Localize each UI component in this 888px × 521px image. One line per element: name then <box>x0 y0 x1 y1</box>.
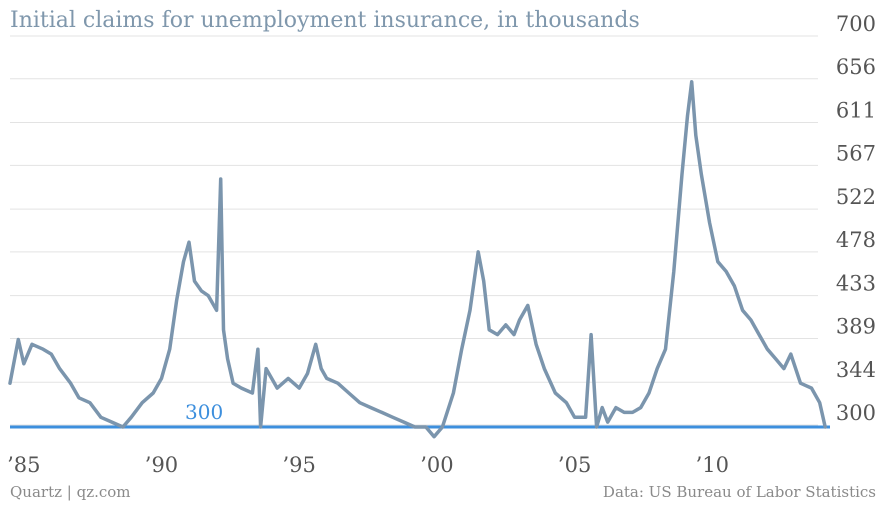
reference-line-label: 300 <box>185 400 223 424</box>
x-tick-label: ’85 <box>7 453 40 477</box>
x-tick-label: ’00 <box>420 453 453 477</box>
y-tick-label: 433 <box>836 272 876 296</box>
chart-title: Initial claims for unemployment insuranc… <box>10 8 640 33</box>
y-tick-label: 611 <box>836 99 876 123</box>
source-left: Quartz | qz.com <box>10 483 131 501</box>
y-tick-label: 700 <box>836 12 876 36</box>
x-tick-label: ’05 <box>558 453 591 477</box>
y-tick-label: 567 <box>836 141 876 165</box>
series-line-initial-claims <box>8 80 827 439</box>
gridlines <box>10 35 818 426</box>
y-tick-label: 344 <box>836 358 876 382</box>
y-tick-label: 522 <box>836 185 876 209</box>
y-tick-label: 389 <box>836 314 876 338</box>
x-tick-label: ’10 <box>696 453 729 477</box>
y-tick-label: 478 <box>836 228 876 252</box>
source-right: Data: US Bureau of Labor Statistics <box>603 483 876 501</box>
x-tick-label: ’90 <box>145 453 178 477</box>
y-tick-label: 300 <box>836 401 876 425</box>
y-axis-ticks: 700 656 611 567 522 478 433 389 344 300 <box>836 12 876 425</box>
x-axis-ticks: ’85 ’90 ’95 ’00 ’05 ’10 <box>7 453 729 477</box>
x-tick-label: ’95 <box>282 453 315 477</box>
y-tick-label: 656 <box>836 55 876 79</box>
